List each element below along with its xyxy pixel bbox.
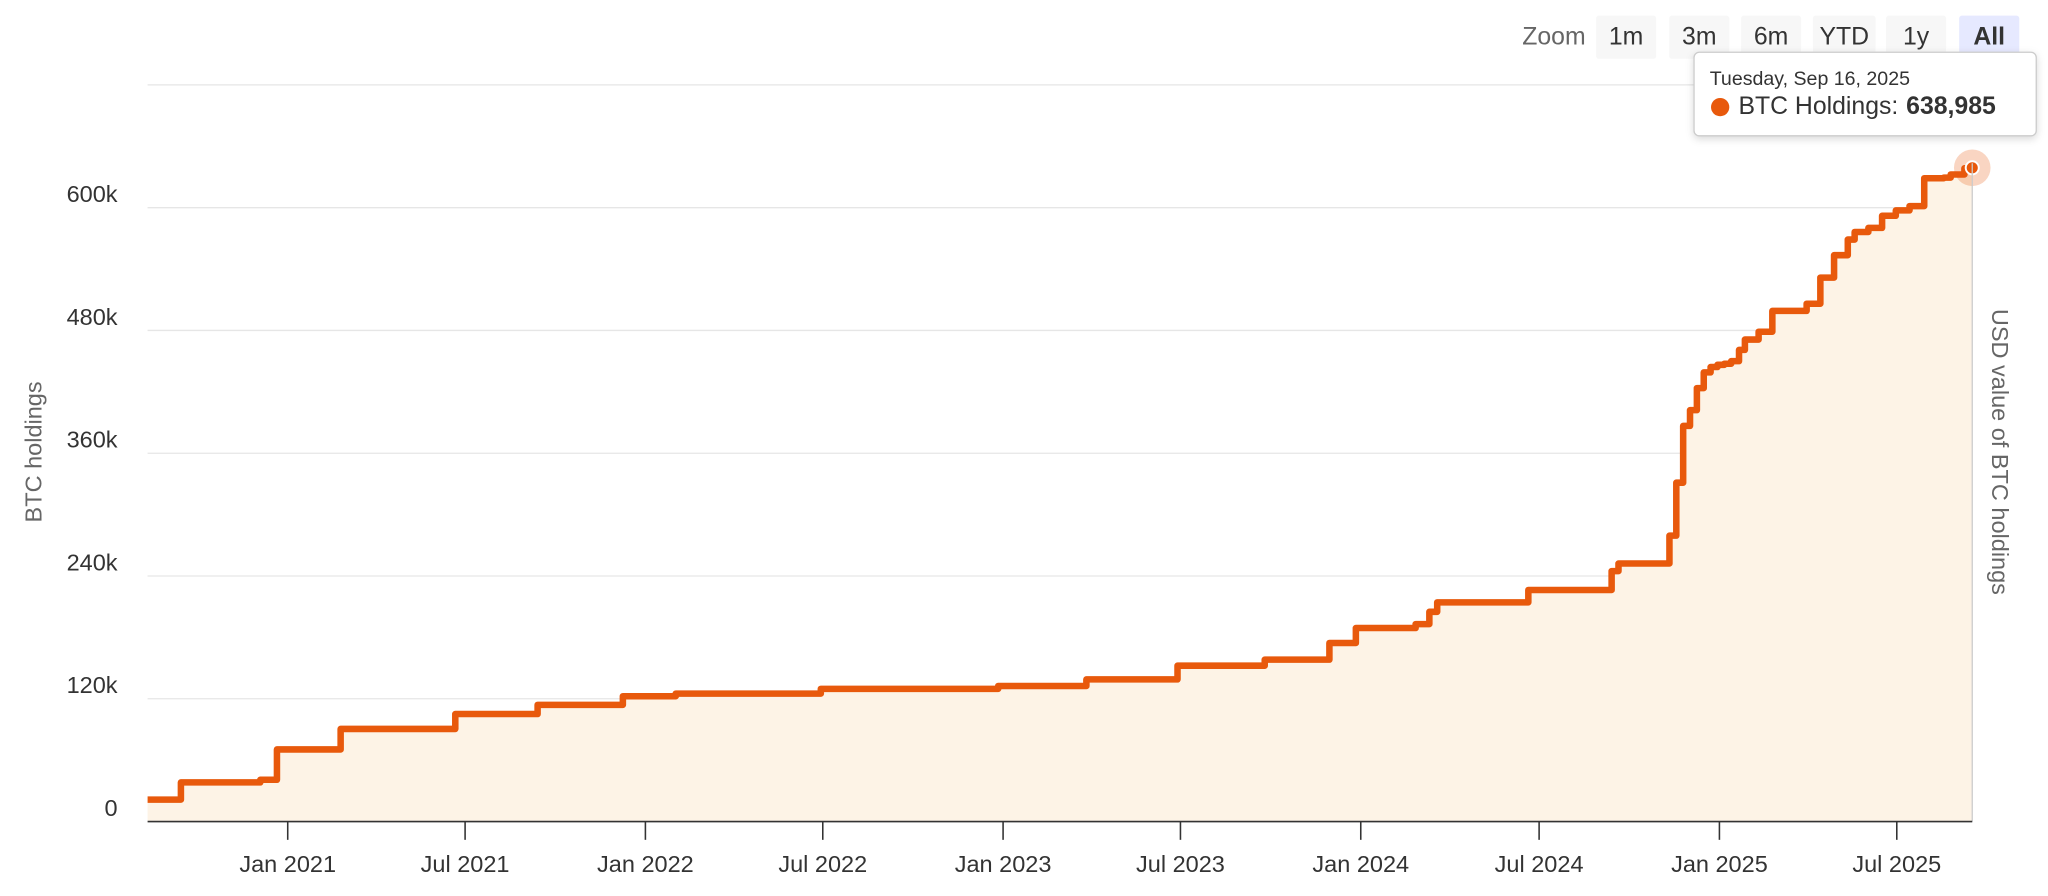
- x-tick-label: Jul 2024: [1495, 851, 1584, 877]
- zoom-button-label[interactable]: 1y: [1903, 23, 1930, 50]
- y-tick-label: 0: [104, 795, 117, 821]
- area: [147, 167, 1973, 822]
- tooltip-text: BTC Holdings: 638,985: [1738, 93, 1996, 120]
- zoom-button[interactable]: [1741, 15, 1802, 59]
- zoom-button-label[interactable]: YTD: [1819, 23, 1869, 50]
- zoom-button[interactable]: [1886, 15, 1947, 59]
- zoom-button-label[interactable]: 6m: [1754, 23, 1788, 50]
- zoom-button[interactable]: [1669, 15, 1730, 59]
- tooltip-label: BTC Holdings:: [1738, 93, 1898, 120]
- x-tick-label: Jan 2024: [1312, 851, 1409, 877]
- zoom-button-label[interactable]: All: [1973, 23, 2005, 50]
- y-tick-label: 480k: [67, 304, 118, 330]
- x-tick-label: Jul 2025: [1852, 851, 1941, 877]
- x-tick-label: Jan 2022: [597, 851, 694, 877]
- tooltip-value: 638,985: [1906, 93, 1996, 120]
- x-tick-label: Jan 2021: [239, 851, 336, 877]
- zoom-button[interactable]: [1959, 15, 2020, 59]
- zoom-button-label[interactable]: 1m: [1609, 23, 1643, 50]
- x-tick-label: Jul 2022: [778, 851, 867, 877]
- y-axis-title: BTC holdings: [20, 381, 46, 522]
- zoom-button[interactable]: [1596, 15, 1657, 59]
- zoom-label: Zoom: [1522, 23, 1585, 50]
- y-tick-label: 120k: [67, 672, 118, 698]
- zoom-button-label[interactable]: 3m: [1682, 23, 1716, 50]
- tooltip-date: Tuesday, Sep 16, 2025: [1710, 68, 1910, 90]
- tooltip-dot: [1711, 97, 1730, 117]
- y-tick-label: 240k: [67, 549, 118, 575]
- x-tick-label: Jan 2025: [1671, 851, 1768, 877]
- line: [147, 165, 1976, 803]
- y-tick-label: 600k: [67, 181, 118, 207]
- zoom-button[interactable]: [1812, 15, 1876, 59]
- x-tick-label: Jan 2023: [955, 851, 1052, 877]
- y-tick-label: 360k: [67, 427, 118, 453]
- x-tick-label: Jul 2023: [1136, 851, 1225, 877]
- tooltip-box: [1693, 51, 2037, 137]
- x-tick-label: Jul 2021: [421, 851, 510, 877]
- y2-axis-title: USD value of BTC holdings: [1987, 309, 2013, 595]
